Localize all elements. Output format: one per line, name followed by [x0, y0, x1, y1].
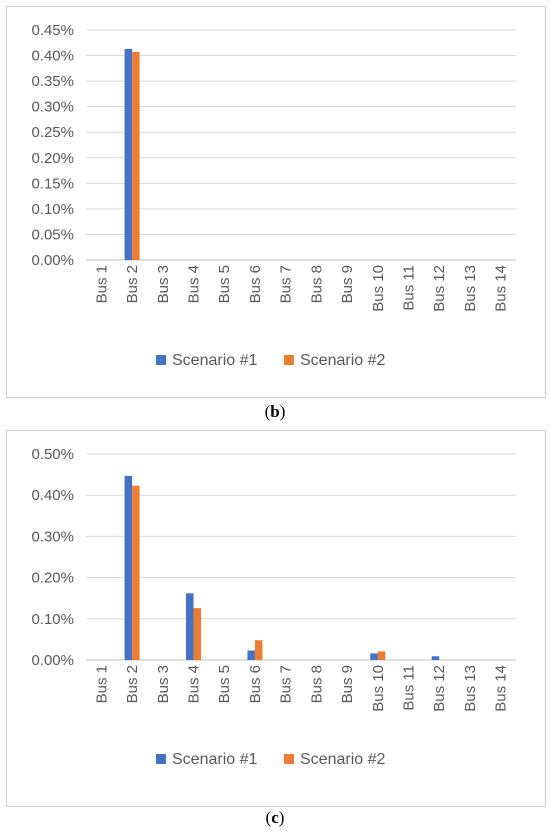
x-tick-label: Bus 5 [216, 665, 233, 703]
y-tick-label: 0.05% [31, 226, 74, 243]
bar-1 [247, 650, 255, 660]
y-tick-label: 0.25% [31, 124, 74, 141]
x-tick-label: Bus 12 [431, 265, 448, 312]
bar-1 [124, 475, 133, 660]
x-tick-label: Bus 8 [308, 265, 325, 303]
x-tick-label: Bus 6 [247, 665, 264, 703]
y-tick-label: 0.40% [31, 48, 74, 65]
y-tick-label: 0.00% [31, 652, 74, 669]
x-tick-label: Bus 10 [370, 665, 387, 712]
caption-c: (c) [265, 808, 285, 827]
x-tick-label: Bus 4 [186, 665, 203, 703]
x-tick-label: Bus 9 [339, 665, 356, 703]
x-tick-label: Bus 14 [493, 665, 510, 712]
caption-b-letter: b [270, 402, 280, 421]
x-tick-label: Bus 12 [431, 665, 448, 712]
x-tick-label: Bus 1 [93, 665, 110, 703]
chart-panel-b: 0.00% 0.05% 0.10% 0.15% 0.20% 0.25% 0.30% 0.35%… [6, 6, 546, 398]
y-tick-label: 0.20% [31, 570, 74, 587]
chart-b-svg: 0.00% 0.05% 0.10% 0.15% 0.20% 0.25% 0.30% 0.35%… [31, 22, 516, 369]
legend-label-1: Scenario #1 [172, 352, 257, 369]
y-tick-label: 0.30% [31, 528, 74, 545]
legend-swatch-2 [284, 355, 294, 365]
bar-1 [186, 593, 194, 660]
x-tick-label: Bus 3 [155, 665, 172, 703]
bar-2 [132, 485, 140, 660]
x-tick-label: Bus 6 [247, 265, 264, 303]
x-tick-label: Bus 7 [278, 265, 295, 303]
bar-1 [370, 653, 378, 660]
legend-label-2: Scenario #2 [300, 751, 385, 768]
bar-2 [377, 651, 386, 660]
x-tick-label: Bus 14 [493, 265, 510, 312]
x-tick-label: Bus 5 [216, 265, 233, 303]
x-tick-label: Bus 7 [278, 665, 295, 703]
y-tick-label: 0.20% [31, 150, 74, 167]
y-tick-label: 0.45% [31, 22, 74, 39]
x-tick-label: Bus 13 [462, 265, 479, 312]
bar-2 [193, 608, 201, 660]
y-tick-label: 0.35% [31, 73, 74, 90]
bar-1 [124, 48, 133, 261]
legend-label-2: Scenario #2 [300, 352, 385, 369]
bar-1 [431, 656, 440, 660]
x-tick-label: Bus 3 [155, 265, 172, 303]
legend-swatch-1 [156, 355, 166, 365]
x-tick-label: Bus 2 [124, 665, 141, 703]
y-tick-label: 0.10% [31, 201, 74, 218]
legend-swatch-1 [156, 754, 166, 764]
legend-swatch-2 [284, 754, 294, 764]
y-tick-label: 0.50% [31, 446, 74, 463]
y-tick-label: 0.40% [31, 487, 74, 504]
x-tick-label: Bus 9 [339, 265, 356, 303]
y-tick-label: 0.15% [31, 175, 74, 192]
y-tick-label: 0.30% [31, 99, 74, 116]
x-tick-label: Bus 10 [370, 265, 387, 312]
x-tick-label: Bus 1 [93, 265, 110, 303]
bar-2 [132, 51, 140, 260]
caption-c-letter: c [271, 808, 279, 827]
x-tick-label: Bus 11 [401, 265, 418, 311]
x-tick-label: Bus 8 [308, 665, 325, 703]
chart-panel-c: 0.00% 0.10% 0.20% 0.30% 0.40% 0.50% Bus 1 Bus 2… [6, 430, 546, 807]
legend-label-1: Scenario #1 [172, 751, 257, 768]
y-tick-label: 0.10% [31, 611, 74, 628]
bar-2 [254, 640, 263, 660]
x-tick-label: Bus 11 [401, 665, 418, 711]
x-tick-label: Bus 2 [124, 265, 141, 303]
x-tick-label: Bus 4 [186, 265, 203, 303]
y-tick-label: 0.00% [31, 252, 74, 269]
caption-b: (b) [264, 402, 286, 421]
chart-c-svg: 0.00% 0.10% 0.20% 0.30% 0.40% 0.50% Bus 1 Bus 2… [31, 446, 516, 768]
x-tick-label: Bus 13 [462, 665, 479, 712]
